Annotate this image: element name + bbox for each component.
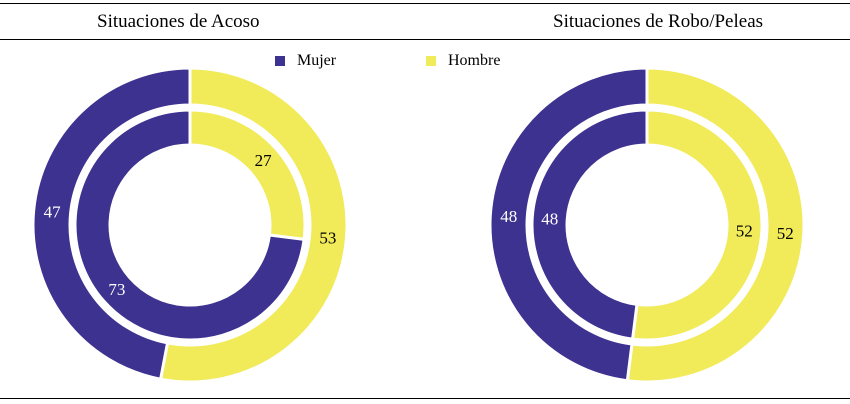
- slice-outer-hombre: [158, 66, 349, 384]
- slice-outer-mujer: [488, 66, 649, 383]
- slice-inner-hombre: [630, 108, 764, 342]
- donut-chart-1: 53 47 27 73: [31, 66, 349, 384]
- data-label-outer-hombre: 52: [777, 224, 794, 243]
- legend-label-mujer: Mujer: [297, 52, 337, 69]
- legend-swatch-mujer: [275, 56, 285, 66]
- data-label-inner-mujer: 48: [541, 209, 558, 228]
- top-rule: [0, 3, 850, 4]
- slice-inner-mujer: [530, 108, 649, 341]
- data-label-inner-mujer: 73: [108, 280, 125, 299]
- slice-outer-mujer: [31, 66, 192, 381]
- header-rule: [0, 39, 850, 40]
- bottom-rule: [0, 398, 850, 399]
- slice-inner-mujer: [73, 108, 306, 342]
- data-label-outer-mujer: 47: [44, 202, 62, 221]
- data-label-inner-hombre: 27: [255, 151, 273, 170]
- legend-label-hombre: Hombre: [448, 52, 501, 69]
- legend-item-mujer: Mujer: [275, 52, 336, 70]
- chart-title-robo-peleas: Situaciones de Robo/Peleas: [553, 11, 764, 32]
- data-label-outer-hombre: 53: [319, 229, 336, 248]
- legend-item-hombre: Hombre: [426, 52, 500, 70]
- donut-chart-2: 52 48 52 48: [488, 66, 806, 384]
- data-label-inner-hombre: 52: [736, 222, 753, 241]
- chart-title-acoso: Situaciones de Acoso: [97, 11, 260, 32]
- legend-swatch-hombre: [426, 56, 436, 66]
- data-label-outer-mujer: 48: [500, 207, 517, 226]
- slice-outer-hombre: [625, 66, 806, 384]
